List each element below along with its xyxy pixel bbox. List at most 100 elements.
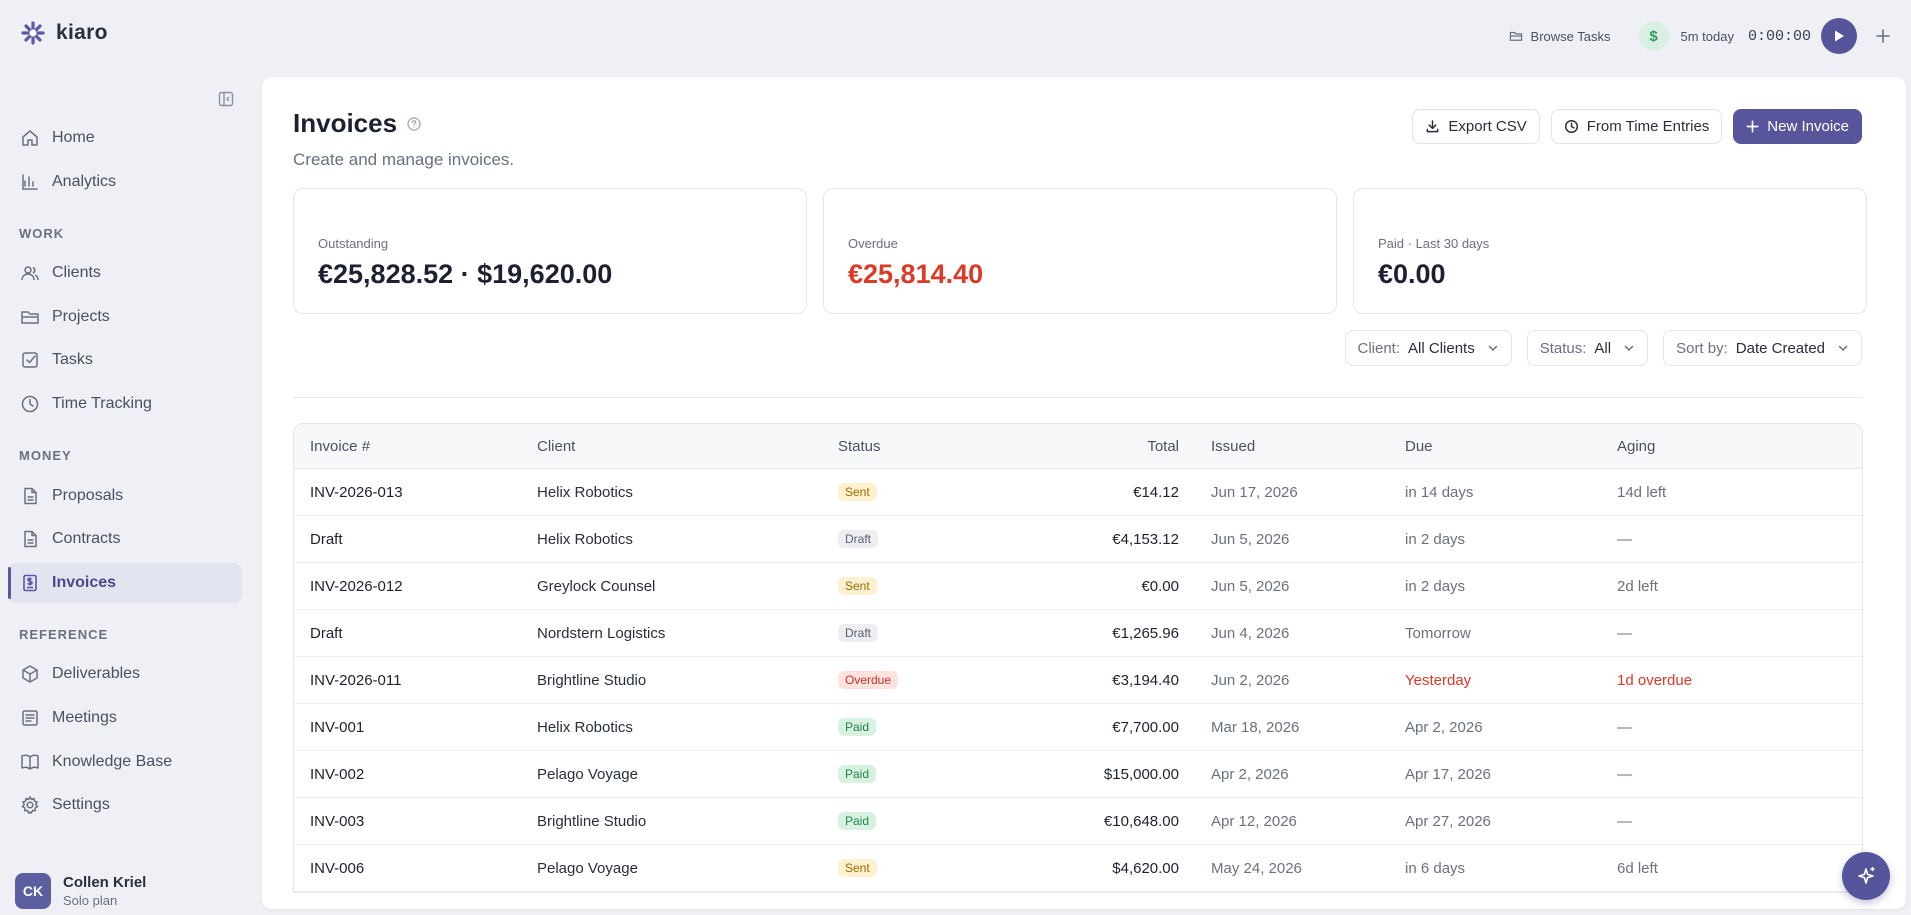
cell-total: $4,620.00	[1112, 859, 1179, 877]
start-timer-button[interactable]	[1821, 18, 1857, 54]
page-subtitle: Create and manage invoices.	[293, 150, 515, 169]
ai-assistant-button[interactable]	[1842, 852, 1890, 900]
sort-filter[interactable]: Sort by: Date Created	[1663, 330, 1862, 366]
sidebar-item-meetings[interactable]: Meetings	[8, 698, 242, 738]
chevron-down-icon	[1838, 345, 1848, 352]
app-logo[interactable]: kiaro	[20, 20, 108, 46]
cell-due: in 2 days	[1405, 530, 1466, 548]
browse-tasks-button[interactable]: Browse Tasks	[1509, 29, 1611, 44]
folder-icon	[1509, 31, 1522, 41]
table-row[interactable]: INV-006 Pelago Voyage Sent $4,620.00 May…	[294, 845, 1862, 892]
column-header[interactable]: Issued	[1211, 437, 1256, 455]
cell-total: €7,700.00	[1112, 718, 1179, 736]
status-filter[interactable]: Status: All	[1526, 330, 1649, 366]
column-header[interactable]: Client	[537, 437, 576, 455]
cell-client: Pelago Voyage	[537, 859, 638, 877]
invoice-icon	[23, 574, 37, 592]
sidebar-toggle-icon	[218, 91, 234, 107]
column-header[interactable]: Total	[1147, 437, 1179, 455]
sidebar-item-contracts[interactable]: Contracts	[8, 519, 242, 559]
help-icon[interactable]	[407, 116, 421, 131]
document-icon	[24, 530, 37, 548]
sidebar-section-money: MONEY	[19, 448, 72, 463]
table-row[interactable]: Draft Helix Robotics Draft €4,153.12 Jun…	[294, 516, 1862, 563]
notes-icon	[22, 710, 38, 726]
cell-due: in 6 days	[1405, 859, 1466, 877]
cell-client: Nordstern Logistics	[537, 624, 666, 642]
status-filter-label: Status:	[1539, 339, 1587, 357]
cell-issued: Jun 5, 2026	[1211, 530, 1290, 548]
status-badge: Paid	[838, 718, 877, 736]
cell-issued: Jun 17, 2026	[1211, 483, 1298, 501]
cell-due: in 2 days	[1405, 577, 1466, 595]
sidebar-item-label: Projects	[52, 308, 110, 325]
table-row[interactable]: Draft Nordstern Logistics Draft €1,265.9…	[294, 610, 1862, 657]
overdue-card: Overdue €25,814.40	[823, 188, 1337, 314]
table-row[interactable]: INV-2026-011 Brightline Studio Overdue €…	[294, 657, 1862, 704]
status-badge: Overdue	[838, 671, 899, 689]
top-bar: Browse Tasks $ 5m today 0:00:00	[1509, 16, 1911, 56]
collapse-sidebar-button[interactable]	[216, 89, 236, 109]
column-header[interactable]: Aging	[1617, 437, 1656, 455]
sidebar-item-label: Tasks	[52, 351, 93, 368]
column-header[interactable]: Invoice #	[310, 437, 371, 455]
column-header[interactable]: Status	[838, 437, 881, 455]
from-time-entries-button[interactable]: From Time Entries	[1550, 109, 1723, 144]
cell-total: €1,265.96	[1112, 624, 1179, 642]
cell-aging: 14d left	[1617, 483, 1667, 501]
status-badge: Draft	[838, 530, 879, 548]
cell-invoice: INV-003	[310, 812, 365, 830]
cell-issued: Jun 5, 2026	[1211, 577, 1290, 595]
summary-cards: Outstanding €25,828.52 · $19,620.00 Over…	[293, 188, 1867, 314]
paid-card: Paid · Last 30 days €0.00	[1353, 188, 1867, 314]
sidebar-item-settings[interactable]: Settings	[8, 785, 242, 825]
cell-aging: —	[1617, 812, 1632, 830]
client-filter[interactable]: Client: All Clients	[1344, 330, 1512, 366]
sidebar-item-deliverables[interactable]: Deliverables	[8, 654, 242, 694]
sidebar-item-knowledge-base[interactable]: Knowledge Base	[8, 742, 242, 782]
user-name: Collen Kriel	[63, 874, 147, 891]
table-row[interactable]: INV-001 Helix Robotics Paid €7,700.00 Ma…	[294, 704, 1862, 751]
chevron-down-icon	[1488, 345, 1497, 352]
user-profile[interactable]: CK Collen Kriel Solo plan	[15, 873, 146, 909]
table-row[interactable]: INV-2026-013 Helix Robotics Sent €14.12 …	[294, 469, 1862, 516]
column-header[interactable]: Due	[1405, 437, 1433, 455]
billable-toggle[interactable]: $	[1638, 21, 1669, 51]
cell-client: Pelago Voyage	[537, 765, 638, 783]
table-row[interactable]: INV-2026-012 Greylock Counsel Sent €0.00…	[294, 563, 1862, 610]
cell-total: €4,153.12	[1112, 530, 1179, 548]
cell-issued: May 24, 2026	[1211, 859, 1302, 877]
card-label: Overdue	[848, 236, 898, 251]
sidebar-item-proposals[interactable]: Proposals	[8, 476, 242, 516]
checkbox-icon	[22, 352, 38, 368]
cell-aging: —	[1617, 624, 1632, 642]
cell-total: €0.00	[1141, 577, 1179, 595]
divider	[293, 397, 1862, 398]
export-csv-button[interactable]: Export CSV	[1412, 109, 1540, 144]
sidebar-item-label: Deliverables	[52, 665, 141, 682]
cell-client: Brightline Studio	[537, 812, 647, 830]
sidebar-item-label: Proposals	[52, 487, 124, 504]
cell-due: Apr 2, 2026	[1405, 718, 1483, 736]
client-filter-value: All Clients	[1408, 339, 1475, 357]
client-filter-label: Client:	[1357, 339, 1401, 357]
new-invoice-button[interactable]: New Invoice	[1733, 109, 1862, 144]
plus-icon	[1746, 120, 1759, 133]
sidebar-item-invoices[interactable]: Invoices	[8, 563, 242, 603]
sidebar-item-tasks[interactable]: Tasks	[8, 340, 242, 380]
chevron-down-icon	[1624, 345, 1634, 352]
table-row[interactable]: INV-003 Brightline Studio Paid €10,648.0…	[294, 798, 1862, 845]
sidebar-item-analytics[interactable]: Analytics	[8, 162, 242, 202]
card-value: €25,814.40	[848, 259, 984, 289]
sidebar-item-home[interactable]: Home	[8, 118, 242, 158]
cell-invoice: Draft	[310, 530, 343, 548]
cell-issued: Apr 12, 2026	[1211, 812, 1297, 830]
table-row[interactable]: INV-002 Pelago Voyage Paid $15,000.00 Ap…	[294, 751, 1862, 798]
add-button[interactable]	[1873, 26, 1893, 46]
cell-client: Helix Robotics	[537, 483, 633, 501]
cell-invoice: INV-2026-012	[310, 577, 403, 595]
sidebar-item-time-tracking[interactable]: Time Tracking	[8, 384, 242, 424]
sidebar-item-label: Home	[52, 129, 95, 146]
sidebar-item-clients[interactable]: Clients	[8, 253, 242, 293]
sidebar-item-projects[interactable]: Projects	[8, 297, 242, 337]
